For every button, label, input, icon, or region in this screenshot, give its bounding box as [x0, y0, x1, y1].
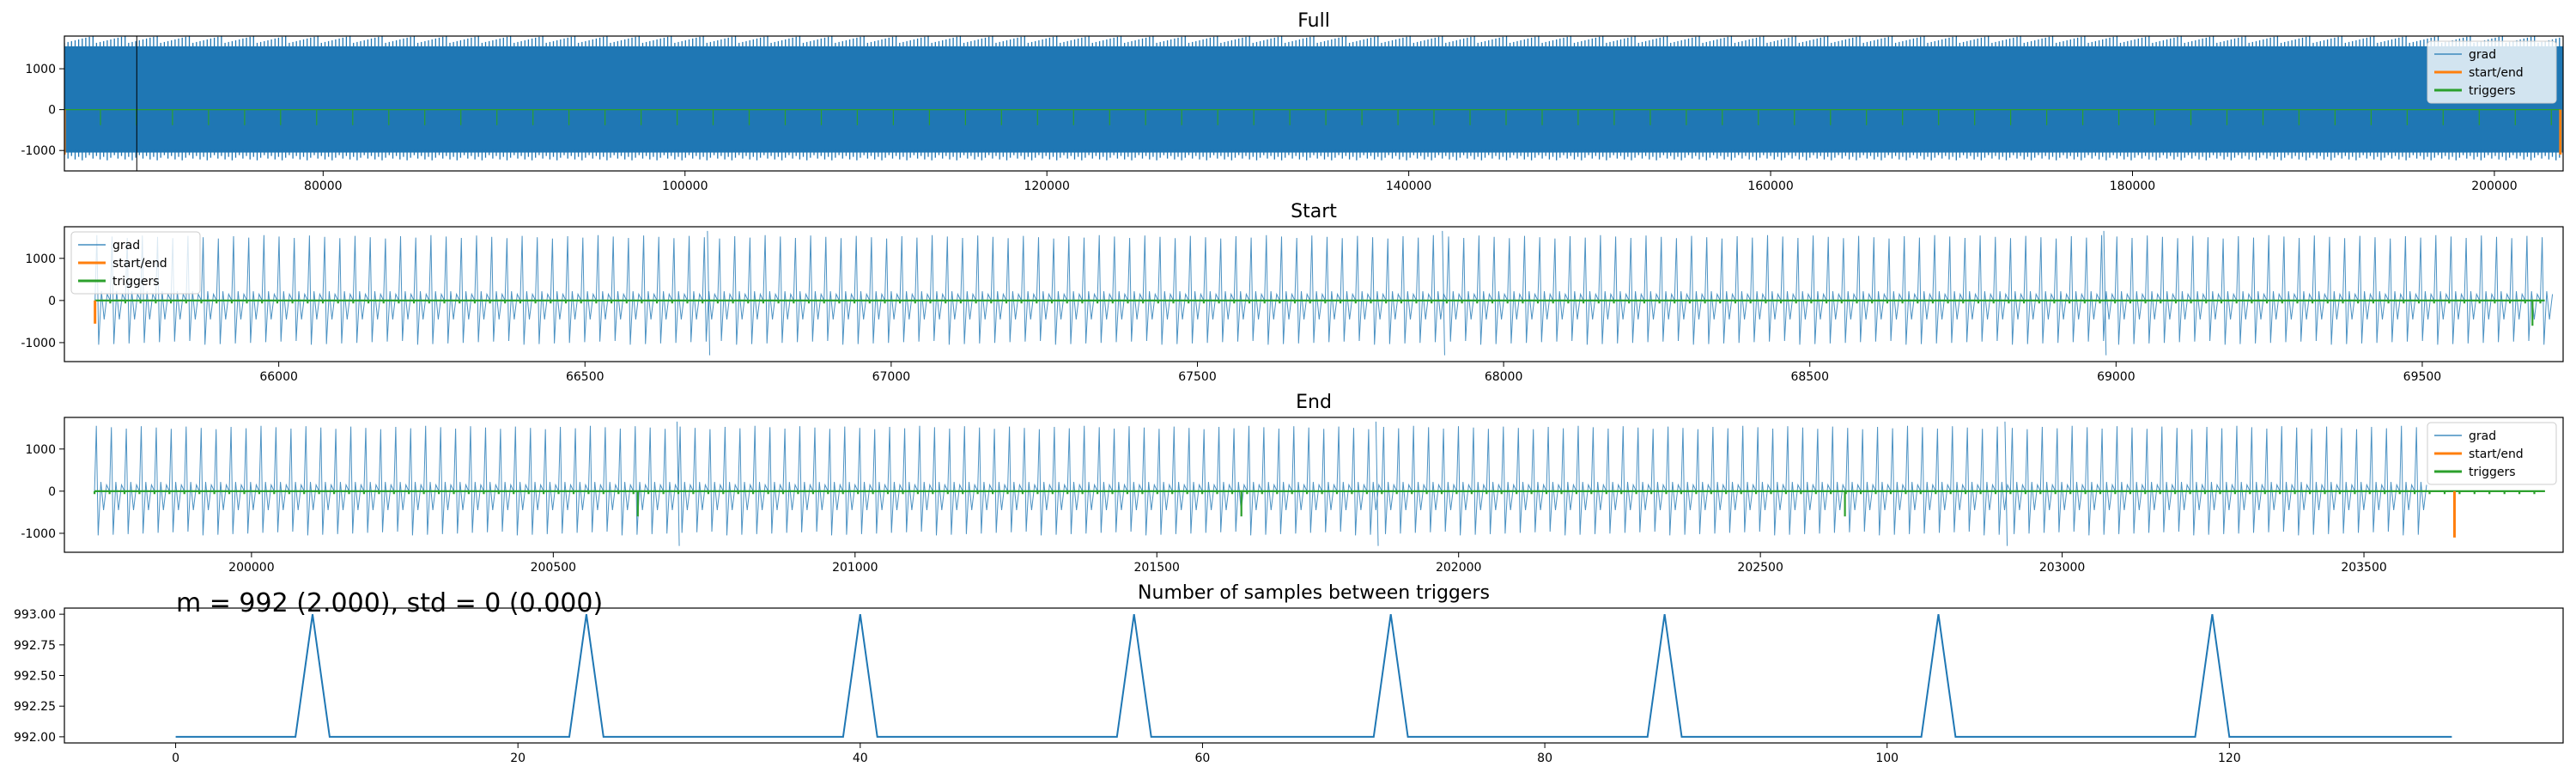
x-tick-label: 67500	[1178, 370, 1217, 384]
legend-label: triggers	[112, 275, 160, 289]
x-axis: 0 20 40 60 80 100 120	[172, 743, 2241, 765]
panel-title: Start	[1291, 201, 1337, 222]
x-tick-label: 180000	[2110, 180, 2155, 193]
x-tick-label: 200000	[2471, 180, 2517, 193]
y-tick-label: 992.25	[14, 700, 56, 714]
grad-line	[94, 425, 2427, 536]
grad-outlier	[1442, 230, 1445, 356]
x-tick-label: 202000	[1436, 561, 1481, 575]
grad-outlier	[707, 230, 711, 356]
panel-start: Start 66000 66500 67000 67500 68000 68500 6900…	[21, 201, 2564, 384]
y-tick-label: 993.00	[14, 608, 56, 622]
y-tick-label: 0	[48, 104, 56, 118]
x-tick-label: 120000	[1024, 180, 1069, 193]
y-tick-label: 1000	[25, 253, 56, 266]
x-axis: 200000 200500 201000 201500 202000 202500 2030…	[228, 552, 2387, 575]
triggers-line	[94, 299, 2545, 326]
plot-marks	[94, 421, 2545, 546]
triggers-line	[94, 490, 2545, 517]
x-tick-label: 200000	[228, 561, 274, 575]
legend-label: start/end	[112, 257, 167, 271]
y-tick-label: 0	[48, 485, 56, 499]
x-tick-label: 100000	[662, 180, 708, 193]
x-tick-label: 203000	[2039, 561, 2085, 575]
x-tick-label: 68000	[1485, 370, 1523, 384]
x-tick-label: 69500	[2403, 370, 2442, 384]
x-tick-label: 69000	[2097, 370, 2136, 384]
plot-marks	[175, 613, 2452, 738]
x-tick-label: 20	[510, 752, 526, 765]
legend: grad start/end triggers	[70, 231, 201, 295]
legend-label: grad	[112, 239, 140, 253]
axes-frame	[64, 226, 2564, 362]
y-axis: 992.00 992.25 992.50 992.75 993.00	[14, 608, 64, 745]
legend-label: triggers	[2469, 466, 2516, 479]
grad-outlier	[2004, 421, 2008, 546]
y-tick-label: 1000	[25, 443, 56, 457]
legend-label: grad	[2469, 429, 2496, 443]
y-tick-label: 1000	[25, 63, 56, 76]
panel-end: End 200000 200500 201000 201500 202000 202500…	[21, 392, 2564, 575]
legend-label: triggers	[2469, 84, 2516, 98]
x-tick-label: 68500	[1790, 370, 1829, 384]
y-axis: -1000 0 1000	[21, 253, 64, 350]
grad-band	[64, 46, 2563, 153]
triggers-line	[64, 109, 2561, 125]
x-tick-label: 100	[1875, 752, 1899, 765]
y-tick-label: 0	[48, 295, 56, 308]
grad-line	[94, 234, 2554, 345]
plot-marks	[64, 36, 2563, 171]
legend: grad start/end triggers	[2427, 422, 2557, 485]
x-tick-label: 80	[1537, 752, 1552, 765]
interval-line	[175, 613, 2452, 738]
x-tick-label: 200500	[531, 561, 576, 575]
x-tick-label: 66000	[259, 370, 298, 384]
grad-outlier	[676, 421, 680, 546]
legend: grad start/end triggers	[2427, 40, 2557, 104]
x-tick-label: 120	[2218, 752, 2241, 765]
x-tick-label: 60	[1195, 752, 1211, 765]
y-tick-label: 992.75	[14, 639, 56, 653]
y-tick-label: 992.50	[14, 670, 56, 684]
x-tick-label: 201000	[832, 561, 878, 575]
stats-annotation: m = 992 (2.000), std = 0 (0.000)	[176, 588, 603, 618]
x-tick-label: 0	[172, 752, 179, 765]
x-tick-label: 67000	[872, 370, 911, 384]
x-tick-label: 201500	[1134, 561, 1180, 575]
x-tick-label: 160000	[1747, 180, 1793, 193]
legend-label: start/end	[2469, 66, 2524, 80]
x-axis: 66000 66500 67000 67500 68000 68500 69000 69500	[259, 362, 2441, 384]
x-tick-label: 66500	[566, 370, 605, 384]
grad-outlier	[2103, 230, 2107, 356]
legend-label: grad	[2469, 48, 2496, 62]
plot-marks	[94, 230, 2554, 356]
y-tick-label: -1000	[21, 144, 56, 158]
y-axis: -1000 0 1000	[21, 443, 64, 541]
y-tick-label: -1000	[21, 337, 56, 350]
y-axis: -1000 0 1000	[21, 63, 64, 158]
grad-outlier	[1375, 421, 1379, 546]
legend-label: start/end	[2469, 447, 2524, 461]
axes-frame	[64, 35, 2564, 172]
panel-intervals: Number of samples between triggers 0 20 40…	[14, 582, 2564, 765]
legend-box	[2427, 422, 2557, 485]
x-tick-label: 203500	[2341, 561, 2386, 575]
panel-title: Number of samples between triggers	[1138, 582, 1490, 604]
y-tick-label: -1000	[21, 527, 56, 541]
x-axis: 80000 100000 120000 140000 160000 180000 20000…	[304, 171, 2518, 193]
axes-frame	[64, 607, 2564, 744]
x-tick-label: 202500	[1737, 561, 1783, 575]
y-tick-label: 992.00	[14, 731, 56, 745]
panel-full: Full 80000 100000 120000 140000 160000 180000…	[21, 10, 2564, 193]
legend-box	[2427, 40, 2557, 104]
legend-box	[70, 231, 201, 295]
grad-band-edge	[64, 36, 2561, 161]
x-tick-label: 40	[853, 752, 868, 765]
x-tick-label: 80000	[304, 180, 343, 193]
x-tick-label: 140000	[1386, 180, 1431, 193]
axes-frame	[64, 417, 2564, 553]
panel-title: End	[1296, 392, 1332, 413]
panel-title: Full	[1297, 10, 1330, 32]
